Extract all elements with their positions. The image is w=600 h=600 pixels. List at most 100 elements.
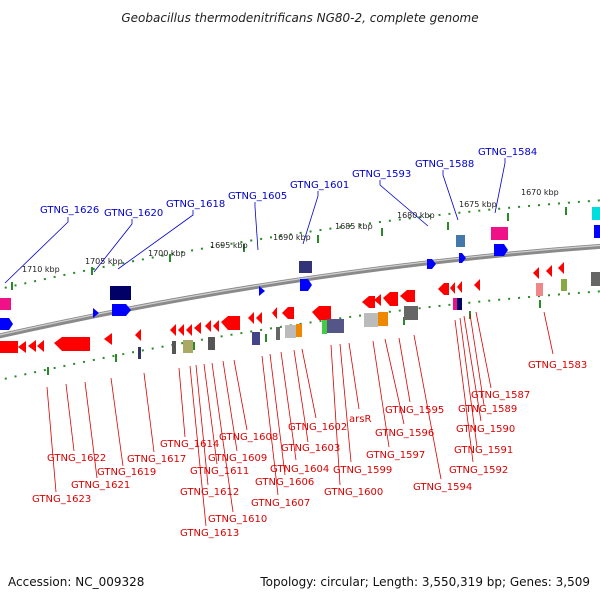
gene-arrow	[400, 290, 415, 302]
gene-arrow	[494, 244, 508, 256]
kbp-label: 1700 kbp	[148, 249, 186, 258]
reverse-gene-label: GTNG_1594	[413, 482, 472, 493]
genome-summary-text: Topology: circular; Length: 3,550,319 bp…	[259, 575, 590, 589]
gene-arrow	[93, 308, 99, 318]
gene-feature	[208, 337, 215, 350]
reverse-gene-label: GTNG_1590	[456, 424, 515, 435]
gene-arrow	[546, 265, 552, 277]
gene-arrow	[450, 282, 455, 294]
gene-feature	[404, 306, 418, 320]
gene-arrow	[272, 307, 277, 319]
gene-arrow	[282, 307, 294, 319]
kbp-label: 1675 kbp	[459, 200, 497, 209]
reverse-gene-label: GTNG_1617	[127, 454, 186, 465]
reverse-gene-label: GTNG_1610	[208, 514, 267, 525]
gene-arrow	[194, 322, 201, 334]
gene-feature	[276, 327, 280, 340]
reverse-gene-label: GTNG_1619	[97, 467, 156, 478]
reverse-gene-label: GTNG_1587	[471, 390, 530, 401]
accession-text: Accession: NC_009328	[8, 575, 144, 589]
forward-gene-label: GTNG_1620	[104, 208, 163, 219]
reverse-gene-label: GTNG_1600	[324, 487, 383, 498]
gene-feature	[296, 324, 302, 337]
gene-arrow	[438, 283, 449, 295]
gene-arrow	[300, 279, 312, 291]
gene-arrow	[221, 316, 240, 330]
forward-gene-label: GTNG_1618	[166, 199, 225, 210]
gene-arrow	[256, 312, 262, 324]
gene-feature	[491, 227, 508, 240]
gene-arrow	[28, 340, 36, 352]
reverse-gene-label: GTNG_1609	[208, 453, 267, 464]
kbp-label: 1705 kbp	[85, 257, 123, 266]
forward-genes	[0, 207, 600, 330]
gene-feature	[252, 332, 260, 345]
forward-gene-label: GTNG_1584	[478, 147, 537, 158]
reverse-label-lines	[46, 311, 554, 527]
reverse-gene-label: GTNG_1589	[458, 404, 517, 415]
gene-feature	[536, 283, 543, 296]
reverse-gene-label: GTNG_1604	[270, 464, 329, 475]
gene-arrow	[135, 329, 141, 341]
reverse-genes	[0, 262, 600, 359]
reverse-gene-label: GTNG_1613	[180, 528, 239, 539]
gene-arrow	[178, 324, 184, 336]
reverse-labels: GTNG_1583 GTNG_1587 GTNG_1589 GTNG_1590 …	[32, 360, 587, 539]
kbp-label: 1670 kbp	[521, 188, 559, 197]
gene-arrow	[474, 279, 480, 291]
forward-gene-label: GTNG_1601	[290, 180, 349, 191]
forward-gene-label: GTNG_1605	[228, 191, 287, 202]
gene-arrow	[104, 333, 112, 345]
gene-arrow	[170, 324, 176, 336]
gene-feature	[364, 313, 378, 327]
gene-arrow	[374, 294, 381, 306]
reverse-gene-label: GTNG_1595	[385, 405, 444, 416]
gene-feature	[299, 261, 312, 273]
gene-feature	[172, 341, 176, 354]
kbp-label: 1685 kbp	[335, 222, 373, 231]
gene-feature	[457, 298, 462, 310]
gene-arrow	[533, 267, 539, 279]
gene-feature	[110, 286, 131, 300]
gene-feature	[591, 272, 600, 286]
reverse-gene-label: GTNG_1606	[255, 477, 314, 488]
gene-feature	[183, 340, 193, 353]
gene-arrow	[457, 281, 462, 293]
gene-feature	[594, 225, 600, 238]
gene-arrow	[259, 286, 265, 296]
reverse-gene-label: GTNG_1622	[47, 453, 106, 464]
reverse-gene-label: GTNG_1599	[333, 465, 392, 476]
gene-arrow	[248, 312, 254, 324]
reverse-gene-label: GTNG_1607	[251, 498, 310, 509]
gene-arrow	[459, 253, 466, 263]
genome-backbone-highlight	[0, 244, 600, 336]
reverse-gene-label: GTNG_1612	[180, 487, 239, 498]
reverse-gene-label: GTNG_1596	[375, 428, 434, 439]
gene-feature	[456, 235, 465, 247]
gene-arrow	[312, 306, 331, 320]
reverse-gene-label: GTNG_1608	[219, 432, 278, 443]
kbp-label: 1710 kbp	[22, 265, 60, 274]
gene-arrow	[37, 340, 44, 352]
gene-feature	[0, 298, 11, 310]
reverse-gene-label: arsR	[349, 414, 371, 425]
gene-feature	[138, 347, 141, 359]
forward-labels: GTNG_1626 GTNG_1620 GTNG_1618 GTNG_1605 …	[40, 147, 537, 219]
gene-feature	[327, 319, 344, 333]
reverse-gene-label: GTNG_1597	[366, 450, 425, 461]
reverse-gene-label: GTNG_1603	[281, 443, 340, 454]
reverse-gene-label: GTNG_1592	[449, 465, 508, 476]
gene-feature	[561, 279, 567, 291]
reverse-gene-label: GTNG_1583	[528, 360, 587, 371]
gene-arrow	[0, 341, 18, 353]
gene-feature	[453, 298, 457, 310]
gene-arrow	[362, 296, 375, 308]
gene-arrow	[18, 341, 26, 353]
forward-gene-label: GTNG_1593	[352, 169, 411, 180]
gene-arrow	[213, 320, 219, 332]
reverse-gene-label: GTNG_1621	[71, 480, 130, 491]
gene-arrow	[112, 304, 131, 316]
gene-arrow	[558, 262, 564, 274]
kbp-label: 1695 kbp	[210, 241, 248, 250]
